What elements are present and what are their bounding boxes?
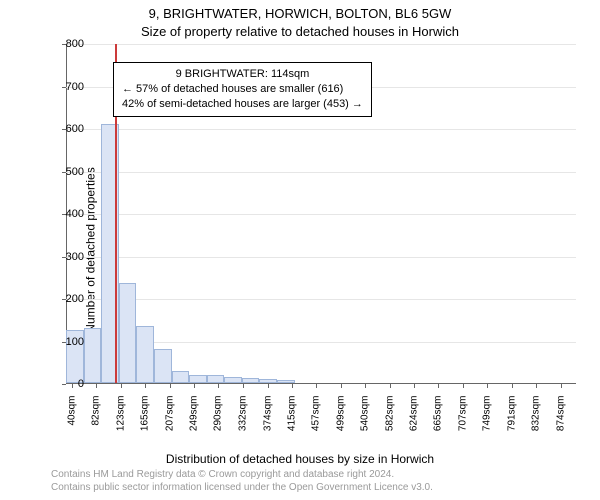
xtick-mark — [121, 384, 122, 388]
xtick-mark — [145, 384, 146, 388]
xtick-label: 582sqm — [384, 396, 395, 436]
info-line-property: 9 BRIGHTWATER: 114sqm — [122, 67, 363, 82]
xtick-label: 332sqm — [238, 396, 249, 436]
gridline — [66, 214, 576, 215]
histogram-bar — [136, 326, 154, 383]
gridline — [66, 129, 576, 130]
xtick-label: 665sqm — [433, 396, 444, 436]
xtick-label: 40sqm — [66, 396, 77, 436]
xtick-label: 249sqm — [189, 396, 200, 436]
xtick-mark — [243, 384, 244, 388]
histogram-bar — [84, 328, 102, 383]
histogram-bar — [224, 377, 242, 383]
xtick-mark — [170, 384, 171, 388]
xtick-mark — [390, 384, 391, 388]
xtick-label: 290sqm — [213, 396, 224, 436]
histogram-bar — [207, 375, 225, 383]
ytick-label: 700 — [66, 81, 84, 93]
xtick-label: 874sqm — [555, 396, 566, 436]
xtick-mark — [561, 384, 562, 388]
ytick-label: 500 — [66, 166, 84, 178]
ytick-label: 400 — [66, 208, 84, 220]
chart-title-desc: Size of property relative to detached ho… — [0, 24, 600, 39]
xtick-mark — [414, 384, 415, 388]
xtick-label: 832sqm — [531, 396, 542, 436]
gridline — [66, 299, 576, 300]
xtick-label: 624sqm — [409, 396, 420, 436]
xtick-label: 165sqm — [140, 396, 151, 436]
xtick-mark — [341, 384, 342, 388]
gridline — [66, 44, 576, 45]
xtick-mark — [512, 384, 513, 388]
xtick-label: 82sqm — [91, 396, 102, 436]
attribution-text: Contains HM Land Registry data © Crown c… — [51, 469, 433, 494]
info-annotation-box: 9 BRIGHTWATER: 114sqm ← 57% of detached … — [113, 62, 372, 117]
histogram-bar — [242, 378, 260, 383]
xtick-label: 374sqm — [262, 396, 273, 436]
xtick-mark — [194, 384, 195, 388]
xtick-mark — [292, 384, 293, 388]
histogram-bar — [259, 379, 277, 383]
ytick-label: 0 — [78, 378, 84, 390]
xtick-mark — [316, 384, 317, 388]
ytick-label: 200 — [66, 293, 84, 305]
xtick-label: 540sqm — [359, 396, 370, 436]
histogram-bar — [172, 371, 190, 383]
xtick-label: 415sqm — [286, 396, 297, 436]
xtick-mark — [463, 384, 464, 388]
attribution-line2: Contains public sector information licen… — [51, 482, 433, 495]
xtick-mark — [365, 384, 366, 388]
xtick-label: 457sqm — [311, 396, 322, 436]
xtick-label: 707sqm — [457, 396, 468, 436]
xtick-mark — [72, 384, 73, 388]
xtick-label: 791sqm — [507, 396, 518, 436]
ytick-label: 800 — [66, 38, 84, 50]
xtick-mark — [487, 384, 488, 388]
ytick-label: 600 — [66, 123, 84, 135]
xtick-mark — [218, 384, 219, 388]
xtick-mark — [536, 384, 537, 388]
xtick-mark — [268, 384, 269, 388]
xtick-mark — [96, 384, 97, 388]
xtick-label: 207sqm — [164, 396, 175, 436]
ytick-label: 100 — [66, 336, 84, 348]
histogram-bar — [189, 375, 207, 383]
ytick-mark — [62, 384, 66, 385]
histogram-bar — [277, 380, 295, 383]
xtick-label: 499sqm — [335, 396, 346, 436]
xtick-label: 749sqm — [482, 396, 493, 436]
gridline — [66, 172, 576, 173]
xtick-label: 123sqm — [115, 396, 126, 436]
x-axis-label: Distribution of detached houses by size … — [0, 452, 600, 466]
info-line-smaller: ← 57% of detached houses are smaller (61… — [122, 82, 363, 97]
attribution-line1: Contains HM Land Registry data © Crown c… — [51, 469, 433, 482]
xtick-mark — [438, 384, 439, 388]
info-line-larger: 42% of semi-detached houses are larger (… — [122, 97, 363, 112]
histogram-bar — [119, 283, 137, 383]
chart-title-address: 9, BRIGHTWATER, HORWICH, BOLTON, BL6 5GW — [0, 6, 600, 21]
ytick-label: 300 — [66, 251, 84, 263]
gridline — [66, 257, 576, 258]
histogram-bar — [154, 349, 172, 383]
